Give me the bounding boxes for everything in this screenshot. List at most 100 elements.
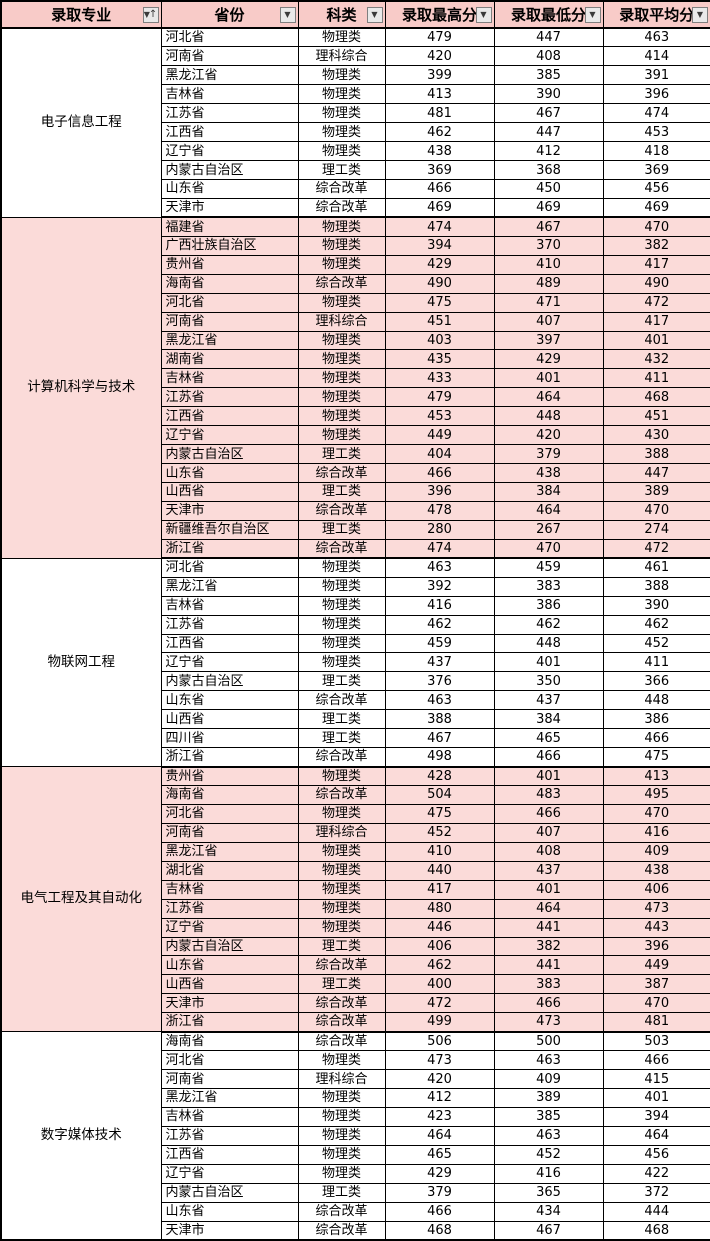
cell-min-score[interactable]: 390 xyxy=(493,84,604,105)
cell-avg-score[interactable]: 394 xyxy=(602,1106,710,1127)
cell-avg-score[interactable]: 382 xyxy=(602,235,710,256)
cell-province[interactable]: 内蒙古自治区 xyxy=(160,671,299,692)
cell-major-merged[interactable]: 物联网工程 xyxy=(0,557,162,768)
cell-category[interactable]: 物理类 xyxy=(297,330,386,351)
cell-category[interactable]: 物理类 xyxy=(297,633,386,654)
cell-max-score[interactable]: 459 xyxy=(384,633,495,654)
cell-province[interactable]: 辽宁省 xyxy=(160,1163,299,1184)
cell-max-score[interactable]: 433 xyxy=(384,368,495,389)
cell-min-score[interactable]: 459 xyxy=(493,557,604,578)
cell-min-score[interactable]: 438 xyxy=(493,463,604,483)
cell-category[interactable]: 物理类 xyxy=(297,292,386,313)
cell-province[interactable]: 浙江省 xyxy=(160,538,299,560)
cell-min-score[interactable]: 429 xyxy=(493,349,604,370)
cell-max-score[interactable]: 410 xyxy=(384,841,495,862)
cell-category[interactable]: 综合改革 xyxy=(297,1220,386,1241)
cell-category[interactable]: 理科综合 xyxy=(297,46,386,67)
filter-dropdown-button-avg-score[interactable]: ▼ xyxy=(692,6,708,23)
cell-category[interactable]: 物理类 xyxy=(297,84,386,105)
cell-max-score[interactable]: 399 xyxy=(384,65,495,86)
cell-category[interactable]: 理工类 xyxy=(297,728,386,749)
cell-max-score[interactable]: 369 xyxy=(384,160,495,180)
cell-max-score[interactable]: 475 xyxy=(384,803,495,824)
cell-category[interactable]: 物理类 xyxy=(297,1144,386,1165)
cell-max-score[interactable]: 506 xyxy=(384,1031,495,1052)
cell-min-score[interactable]: 447 xyxy=(493,27,604,48)
cell-category[interactable]: 理工类 xyxy=(297,519,386,540)
cell-province[interactable]: 江苏省 xyxy=(160,1125,299,1146)
cell-max-score[interactable]: 472 xyxy=(384,993,495,1014)
cell-province[interactable]: 山西省 xyxy=(160,709,299,730)
cell-category[interactable]: 物理类 xyxy=(297,235,386,256)
cell-min-score[interactable]: 466 xyxy=(493,993,604,1014)
cell-province[interactable]: 贵州省 xyxy=(160,254,299,275)
cell-province[interactable]: 黑龙江省 xyxy=(160,330,299,351)
cell-province[interactable]: 辽宁省 xyxy=(160,425,299,446)
cell-avg-score[interactable]: 389 xyxy=(602,482,710,502)
cell-min-score[interactable]: 386 xyxy=(493,595,604,616)
cell-avg-score[interactable]: 417 xyxy=(602,311,710,332)
cell-category[interactable]: 物理类 xyxy=(297,349,386,370)
cell-province[interactable]: 江苏省 xyxy=(160,614,299,635)
cell-category[interactable]: 物理类 xyxy=(297,122,386,143)
cell-category[interactable]: 物理类 xyxy=(297,216,386,237)
cell-avg-score[interactable]: 472 xyxy=(602,538,710,560)
cell-min-score[interactable]: 434 xyxy=(493,1201,604,1222)
cell-avg-score[interactable]: 461 xyxy=(602,557,710,578)
cell-province[interactable]: 天津市 xyxy=(160,500,299,521)
cell-category[interactable]: 物理类 xyxy=(297,1050,386,1071)
cell-category[interactable]: 物理类 xyxy=(297,917,386,938)
cell-min-score[interactable]: 448 xyxy=(493,633,604,654)
cell-province[interactable]: 海南省 xyxy=(160,1031,299,1052)
cell-min-score[interactable]: 462 xyxy=(493,614,604,635)
cell-min-score[interactable]: 409 xyxy=(493,1069,604,1089)
cell-avg-score[interactable]: 470 xyxy=(602,803,710,824)
cell-province[interactable]: 吉林省 xyxy=(160,84,299,105)
cell-major-merged[interactable]: 计算机科学与技术 xyxy=(0,216,162,559)
cell-avg-score[interactable]: 481 xyxy=(602,1012,710,1033)
cell-min-score[interactable]: 408 xyxy=(493,46,604,67)
cell-min-score[interactable]: 465 xyxy=(493,728,604,749)
cell-max-score[interactable]: 479 xyxy=(384,387,495,408)
cell-max-score[interactable]: 280 xyxy=(384,519,495,540)
cell-category[interactable]: 理科综合 xyxy=(297,822,386,843)
cell-min-score[interactable]: 420 xyxy=(493,425,604,446)
cell-category[interactable]: 物理类 xyxy=(297,860,386,881)
cell-category[interactable]: 物理类 xyxy=(297,254,386,275)
cell-category[interactable]: 理工类 xyxy=(297,709,386,730)
cell-avg-score[interactable]: 369 xyxy=(602,160,710,180)
cell-avg-score[interactable]: 415 xyxy=(602,1069,710,1089)
cell-avg-score[interactable]: 274 xyxy=(602,519,710,540)
cell-avg-score[interactable]: 456 xyxy=(602,179,710,199)
cell-province[interactable]: 天津市 xyxy=(160,197,299,219)
cell-max-score[interactable]: 463 xyxy=(384,690,495,711)
cell-province[interactable]: 河南省 xyxy=(160,311,299,332)
cell-avg-score[interactable]: 416 xyxy=(602,822,710,843)
cell-avg-score[interactable]: 422 xyxy=(602,1163,710,1184)
cell-max-score[interactable]: 428 xyxy=(384,766,495,786)
cell-min-score[interactable]: 466 xyxy=(493,747,604,768)
cell-min-score[interactable]: 473 xyxy=(493,1012,604,1033)
cell-avg-score[interactable]: 396 xyxy=(602,84,710,105)
cell-max-score[interactable]: 413 xyxy=(384,84,495,105)
cell-province[interactable]: 山东省 xyxy=(160,690,299,711)
cell-min-score[interactable]: 464 xyxy=(493,500,604,521)
cell-max-score[interactable]: 388 xyxy=(384,709,495,730)
cell-avg-score[interactable]: 451 xyxy=(602,406,710,427)
cell-min-score[interactable]: 397 xyxy=(493,330,604,351)
cell-max-score[interactable]: 462 xyxy=(384,614,495,635)
cell-max-score[interactable]: 379 xyxy=(384,1182,495,1203)
cell-province[interactable]: 河南省 xyxy=(160,46,299,67)
cell-category[interactable]: 理工类 xyxy=(297,160,386,180)
cell-avg-score[interactable]: 475 xyxy=(602,747,710,768)
cell-avg-score[interactable]: 448 xyxy=(602,690,710,711)
cell-max-score[interactable]: 504 xyxy=(384,785,495,805)
cell-category[interactable]: 物理类 xyxy=(297,803,386,824)
cell-min-score[interactable]: 452 xyxy=(493,1144,604,1165)
cell-max-score[interactable]: 474 xyxy=(384,538,495,560)
cell-province[interactable]: 江西省 xyxy=(160,406,299,427)
cell-province[interactable]: 山东省 xyxy=(160,463,299,483)
cell-province[interactable]: 四川省 xyxy=(160,728,299,749)
cell-province[interactable]: 内蒙古自治区 xyxy=(160,160,299,180)
header-cell-category[interactable]: 科类 ▼ xyxy=(297,0,386,29)
